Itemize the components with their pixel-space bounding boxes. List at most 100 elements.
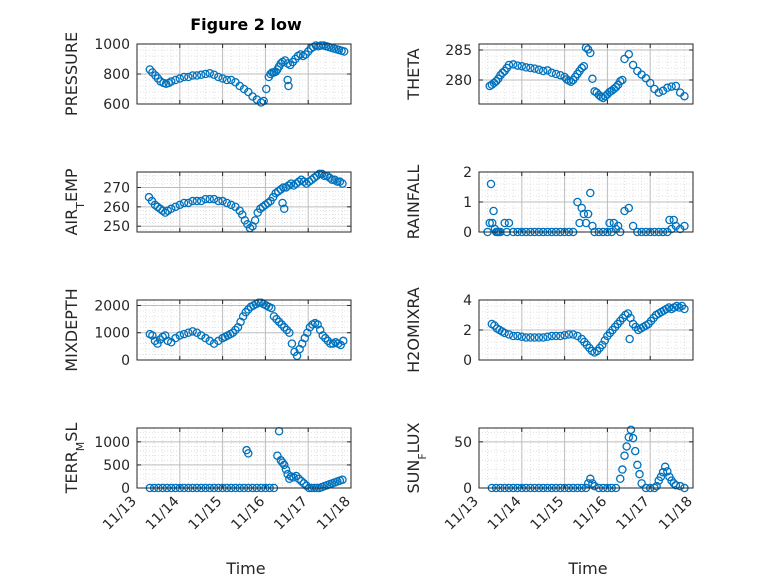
y-tick-label: 800 bbox=[103, 67, 130, 83]
data-point bbox=[171, 75, 180, 85]
subplot-6: 0 2 4 H2OMIXRA bbox=[404, 287, 694, 373]
data-point bbox=[486, 179, 496, 189]
data-point bbox=[188, 327, 197, 336]
data-point bbox=[526, 333, 535, 342]
y-axis-label-part: LUX bbox=[404, 422, 423, 453]
data-point bbox=[294, 474, 304, 484]
y-tick-label: 285 bbox=[445, 43, 472, 59]
data-point bbox=[327, 175, 337, 184]
y-axis-label-part: PRESSURE bbox=[62, 32, 81, 116]
data-point bbox=[325, 173, 334, 183]
data-point bbox=[226, 75, 236, 85]
data-point bbox=[573, 197, 582, 207]
data-point bbox=[209, 339, 219, 348]
data-point bbox=[556, 70, 565, 80]
data-point bbox=[615, 474, 625, 484]
data-point bbox=[586, 188, 595, 198]
y-tick-label: 2 bbox=[463, 323, 472, 339]
y-tick-label: 0 bbox=[121, 481, 130, 497]
data-point bbox=[283, 75, 292, 85]
data-point bbox=[297, 476, 306, 486]
data-point bbox=[250, 216, 260, 225]
data-point bbox=[556, 331, 565, 341]
x-tick-label: 11/15 bbox=[186, 494, 226, 534]
data-point bbox=[299, 177, 309, 186]
data-point bbox=[184, 198, 193, 208]
data-point bbox=[171, 202, 180, 212]
data-point bbox=[175, 200, 185, 210]
data-point bbox=[318, 331, 328, 340]
y-tick-label: 1000 bbox=[94, 435, 130, 451]
data-point bbox=[652, 481, 661, 491]
y-axis-label-part: T bbox=[74, 202, 87, 210]
data-point bbox=[526, 63, 535, 73]
data-point bbox=[209, 70, 219, 80]
data-point bbox=[489, 78, 499, 88]
data-point bbox=[192, 196, 202, 206]
y-tick-label: 1000 bbox=[94, 326, 130, 342]
data-point bbox=[675, 481, 685, 491]
x-tick-label: 11/15 bbox=[528, 494, 568, 534]
y-tick-label: 500 bbox=[103, 458, 130, 474]
data-point bbox=[262, 84, 271, 94]
data-point bbox=[517, 61, 527, 71]
x-tick-label: 11/18 bbox=[314, 494, 354, 534]
y-axis-label-part: MIXDEPTH bbox=[62, 288, 81, 371]
y-axis-label: SUNFLUX bbox=[404, 422, 429, 493]
data-point bbox=[196, 70, 206, 80]
data-point bbox=[579, 209, 589, 219]
data-point bbox=[575, 218, 584, 228]
data-point bbox=[272, 314, 281, 324]
data-point bbox=[625, 334, 634, 344]
data-point bbox=[184, 328, 193, 337]
data-point bbox=[294, 177, 304, 186]
data-point bbox=[633, 460, 642, 470]
axes-background bbox=[137, 300, 351, 360]
y-tick-label: 2 bbox=[463, 165, 472, 181]
data-point bbox=[547, 331, 557, 341]
data-point bbox=[600, 336, 610, 345]
y-tick-label: 250 bbox=[103, 219, 130, 235]
data-point bbox=[330, 175, 339, 184]
data-point bbox=[547, 68, 557, 78]
data-point bbox=[317, 169, 327, 179]
y-axis-label: TERRMSL bbox=[62, 423, 87, 495]
data-point bbox=[543, 66, 552, 75]
data-point bbox=[551, 331, 561, 341]
data-point bbox=[315, 169, 324, 179]
data-point bbox=[150, 336, 160, 346]
data-point bbox=[504, 330, 514, 339]
data-point bbox=[201, 194, 210, 204]
data-point bbox=[534, 65, 544, 75]
data-point bbox=[620, 451, 629, 460]
data-point bbox=[645, 78, 655, 88]
data-point bbox=[284, 81, 293, 91]
data-point bbox=[671, 480, 681, 490]
data-point bbox=[171, 333, 180, 343]
subplot-4: 0 1 2 RAINFALL bbox=[404, 165, 694, 241]
data-point bbox=[590, 481, 599, 491]
subplot-7: 0 500 1000 11/13 11/14 11/15 11/16 11/17 11/18 TE… bbox=[62, 423, 354, 534]
data-point bbox=[160, 208, 170, 217]
data-point bbox=[508, 60, 518, 69]
data-point bbox=[286, 179, 296, 188]
data-point bbox=[179, 329, 189, 339]
data-point bbox=[209, 194, 219, 204]
y-tick-label: 0 bbox=[463, 481, 472, 497]
data-point bbox=[316, 41, 326, 50]
x-tick-label: 11/17 bbox=[613, 494, 653, 534]
x-tick-label: 11/14 bbox=[485, 493, 525, 533]
data-point bbox=[188, 196, 197, 206]
data-point bbox=[254, 298, 263, 307]
x-tick-label: 11/13 bbox=[100, 494, 140, 534]
data-point bbox=[656, 472, 666, 482]
data-point bbox=[184, 72, 193, 82]
data-point bbox=[586, 48, 595, 58]
data-point bbox=[618, 75, 627, 85]
y-axis-label: RAINFALL bbox=[404, 165, 423, 240]
data-point bbox=[279, 183, 288, 192]
data-point bbox=[680, 304, 689, 314]
data-point bbox=[222, 75, 232, 85]
subplot-3: 250 260 270 AIRTEMP bbox=[62, 168, 352, 236]
y-axis-label-part: THETA bbox=[404, 48, 423, 100]
